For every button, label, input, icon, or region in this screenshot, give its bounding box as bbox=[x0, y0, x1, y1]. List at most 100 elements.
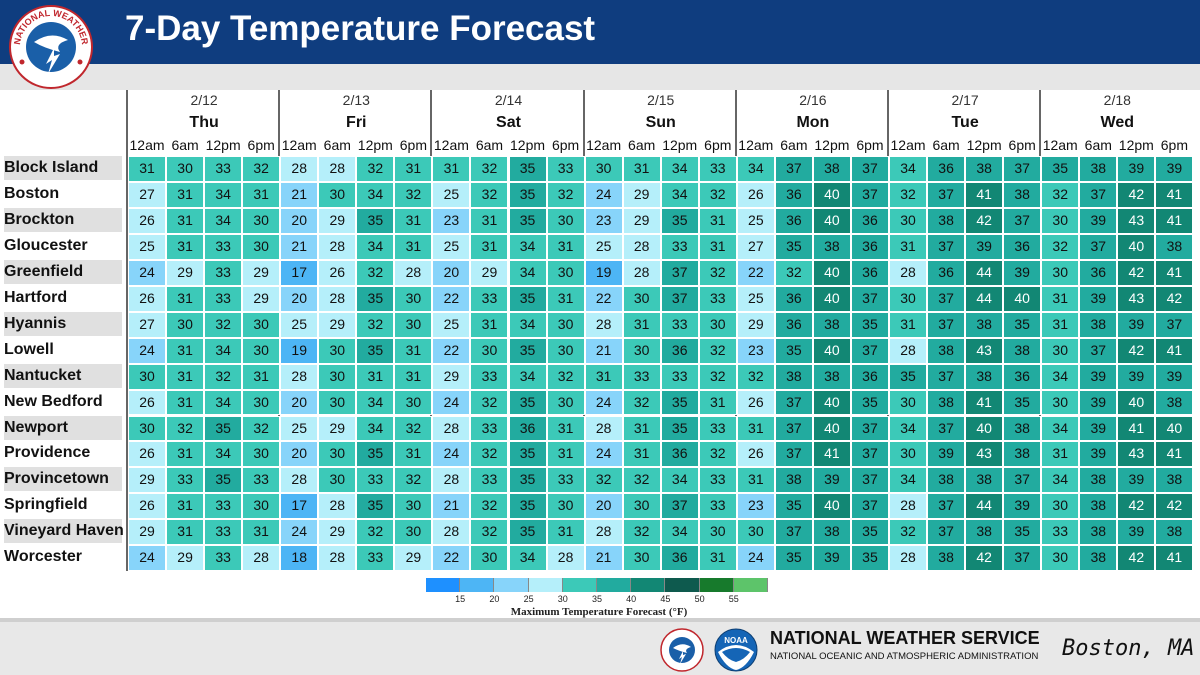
temperature-cell: 33 bbox=[698, 493, 737, 520]
temperature-cell: 31 bbox=[889, 311, 928, 338]
temperature-cell: 40 bbox=[812, 493, 851, 520]
temperature-cell: 24 bbox=[128, 337, 167, 364]
temperature-cell: 31 bbox=[166, 337, 205, 364]
temperature-cell: 30 bbox=[584, 156, 623, 182]
temperature-cell: 28 bbox=[318, 493, 357, 520]
temperature-cell: 34 bbox=[204, 207, 243, 234]
temperature-cell: 34 bbox=[356, 233, 395, 260]
temperature-cell: 31 bbox=[394, 337, 433, 364]
temperature-cell: 35 bbox=[850, 545, 889, 572]
temperature-cell: 34 bbox=[204, 441, 243, 468]
temperature-cell: 35 bbox=[508, 493, 547, 520]
temperature-cell: 28 bbox=[280, 363, 319, 390]
temperature-cell: 42 bbox=[1117, 337, 1156, 364]
time-label: 12pm bbox=[205, 137, 241, 153]
temperature-cell: 31 bbox=[622, 441, 661, 468]
temperature-cell: 37 bbox=[774, 156, 813, 182]
temperature-cell: 37 bbox=[927, 233, 966, 260]
temperature-cell: 36 bbox=[850, 259, 889, 286]
temperature-cell: 29 bbox=[242, 259, 281, 286]
temperature-cell: 37 bbox=[1079, 181, 1118, 208]
temperature-cell: 42 bbox=[1117, 181, 1156, 208]
temperature-cell: 31 bbox=[1041, 285, 1080, 312]
temperature-cell: 30 bbox=[242, 493, 281, 520]
temperature-cell: 40 bbox=[812, 207, 851, 234]
temperature-cell: 32 bbox=[698, 259, 737, 286]
day-date-label: 2/12 bbox=[190, 92, 218, 108]
time-label: 6pm bbox=[704, 137, 732, 153]
temperature-cell: 37 bbox=[927, 519, 966, 546]
temperature-cell: 37 bbox=[850, 415, 889, 442]
temperature-cell: 40 bbox=[812, 259, 851, 286]
temperature-cell: 39 bbox=[812, 545, 851, 572]
temperature-cell: 38 bbox=[927, 389, 966, 416]
temperature-cell: 19 bbox=[280, 337, 319, 364]
temperature-cell: 37 bbox=[1003, 545, 1042, 572]
time-label: 12pm bbox=[1118, 137, 1154, 153]
temperature-cell: 33 bbox=[204, 156, 243, 182]
temperature-cell: 26 bbox=[128, 493, 167, 520]
temperature-cell: 34 bbox=[204, 181, 243, 208]
day-date-label: 2/15 bbox=[647, 92, 675, 108]
city-label: Vineyard Haven bbox=[4, 519, 124, 544]
legend-swatch bbox=[631, 578, 666, 592]
time-label: 6pm bbox=[551, 137, 580, 153]
temperature-cell: 29 bbox=[470, 259, 509, 286]
temperature-cell: 31 bbox=[470, 311, 509, 338]
temperature-cell: 31 bbox=[166, 441, 205, 468]
temperature-cell: 28 bbox=[318, 545, 357, 572]
temperature-cell: 24 bbox=[584, 389, 623, 416]
temperature-cell: 31 bbox=[166, 181, 205, 208]
day-date-label: 2/13 bbox=[342, 92, 370, 108]
temperature-cell: 25 bbox=[432, 181, 471, 208]
temperature-cell: 37 bbox=[774, 519, 813, 546]
temperature-cell: 25 bbox=[584, 233, 623, 260]
temperature-cell: 35 bbox=[850, 311, 889, 338]
temperature-cell: 38 bbox=[1155, 519, 1194, 546]
temperature-cell: 26 bbox=[736, 389, 775, 416]
temperature-cell: 28 bbox=[318, 285, 357, 312]
legend-tick-label: 15 bbox=[455, 594, 466, 604]
temperature-cell: 40 bbox=[1117, 233, 1156, 260]
time-label: 12am bbox=[890, 137, 926, 153]
temperature-cell: 23 bbox=[736, 337, 775, 364]
temperature-cell: 25 bbox=[736, 285, 775, 312]
temperature-cell: 30 bbox=[622, 493, 661, 520]
temperature-cell: 35 bbox=[204, 415, 243, 442]
temperature-cell: 21 bbox=[584, 337, 623, 364]
temperature-cell: 34 bbox=[1041, 467, 1080, 494]
temperature-cell: 28 bbox=[622, 233, 661, 260]
temperature-cell: 25 bbox=[128, 233, 167, 260]
temperature-cell: 31 bbox=[356, 363, 395, 390]
temperature-cell: 32 bbox=[622, 519, 661, 546]
temperature-cell: 28 bbox=[889, 337, 928, 364]
temperature-cell: 30 bbox=[128, 415, 167, 442]
time-label: 12am bbox=[738, 137, 774, 153]
day-date-label: 2/18 bbox=[1103, 92, 1131, 108]
temperature-cell: 32 bbox=[1041, 233, 1080, 260]
temperature-cell: 38 bbox=[1079, 156, 1118, 182]
temperature-cell: 38 bbox=[812, 311, 851, 338]
temperature-cell: 31 bbox=[394, 363, 433, 390]
legend: 15 20 25 30 35 40 45 50 55 bbox=[426, 578, 768, 606]
temperature-cell: 30 bbox=[166, 311, 205, 338]
temperature-cell: 32 bbox=[166, 415, 205, 442]
temperature-cell: 36 bbox=[774, 207, 813, 234]
temperature-cell: 29 bbox=[166, 545, 205, 572]
temperature-cell: 33 bbox=[166, 467, 205, 494]
temperature-cell: 33 bbox=[470, 415, 509, 442]
temperature-cell: 24 bbox=[128, 545, 167, 572]
temperature-cell: 32 bbox=[356, 156, 395, 182]
temperature-cell: 30 bbox=[1041, 337, 1080, 364]
time-label: 12pm bbox=[814, 137, 850, 153]
temperature-cell: 32 bbox=[394, 467, 433, 494]
temperature-cell: 30 bbox=[318, 181, 357, 208]
temperature-cell: 30 bbox=[318, 363, 357, 390]
temperature-cell: 40 bbox=[1003, 285, 1042, 312]
nws-small-logo-icon bbox=[660, 628, 704, 672]
temperature-cell: 26 bbox=[736, 181, 775, 208]
temperature-cell: 29 bbox=[242, 285, 281, 312]
temperature-cell: 42 bbox=[1117, 493, 1156, 520]
temperature-cell: 24 bbox=[128, 259, 167, 286]
temperature-cell: 31 bbox=[1041, 311, 1080, 338]
